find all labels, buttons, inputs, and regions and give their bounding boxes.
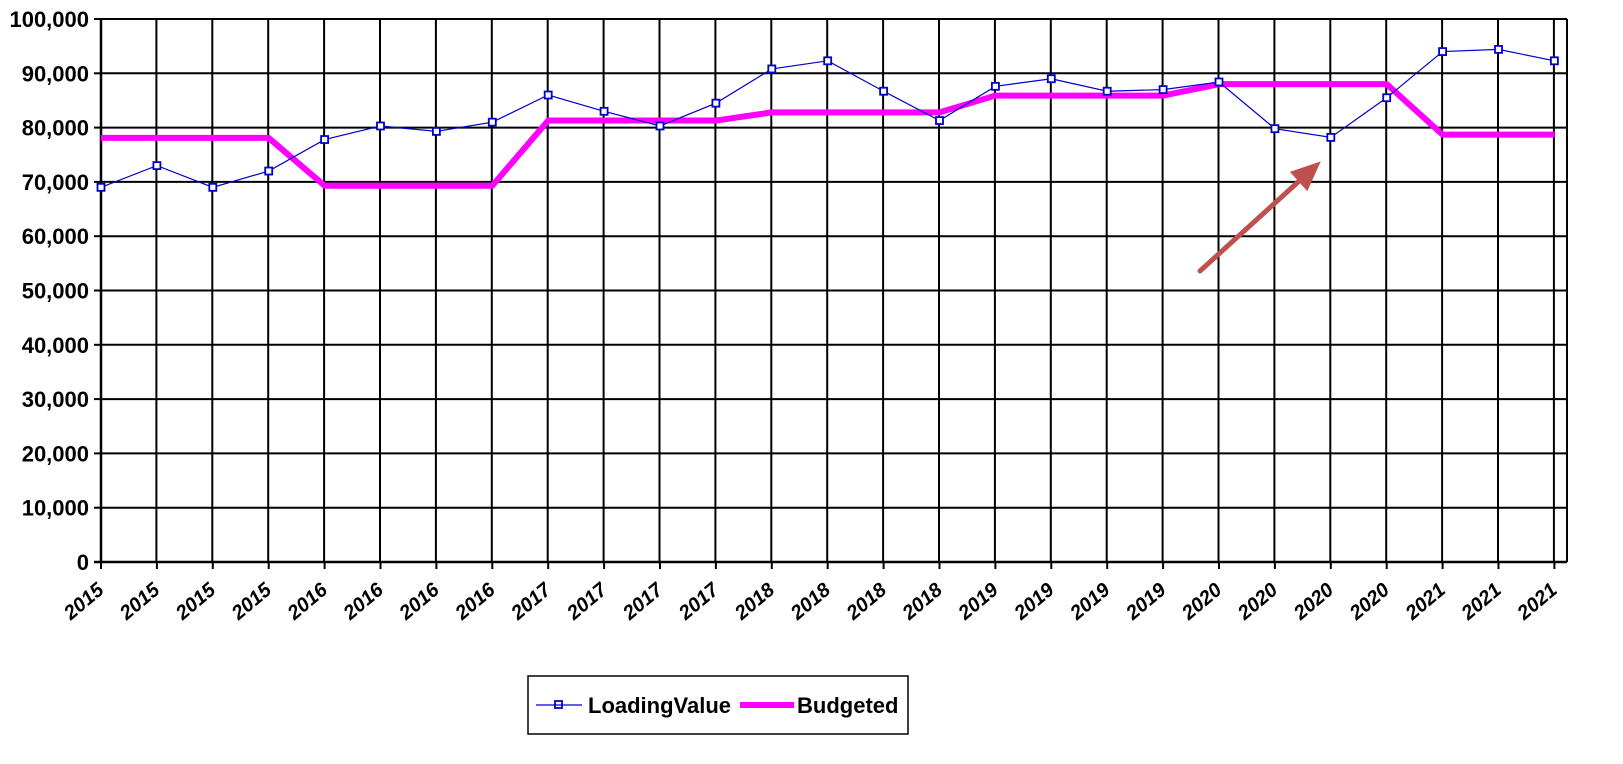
x-tick-label: 2016 xyxy=(339,578,389,625)
annotation-arrow-head xyxy=(1289,161,1321,192)
data-point-loadingvalue xyxy=(320,135,330,144)
data-point-loadingvalue xyxy=(655,121,665,131)
x-tick-label: 2021 xyxy=(1401,579,1450,625)
axes xyxy=(94,18,1567,569)
legend: LoadingValue Budgeted xyxy=(527,675,909,735)
data-point-loadingvalue xyxy=(1270,124,1280,134)
y-tick-label: 20,000 xyxy=(22,441,89,466)
data-point-loadingvalue xyxy=(823,56,833,66)
y-tick-label: 50,000 xyxy=(22,279,89,304)
x-tick-label: 2021 xyxy=(1457,579,1506,625)
x-tick-label: 2015 xyxy=(115,578,165,625)
y-tick-label: 30,000 xyxy=(22,387,89,412)
legend-box xyxy=(527,675,909,735)
x-tick-label: 2020 xyxy=(1289,579,1338,625)
x-tick-label: 2020 xyxy=(1345,579,1394,625)
data-point-loadingvalue xyxy=(96,182,106,192)
x-tick-label: 2019 xyxy=(1121,578,1171,625)
x-tick-label: 2019 xyxy=(954,578,1004,625)
data-point-loadingvalue xyxy=(1158,85,1168,94)
y-tick-label: 100,000 xyxy=(9,7,89,32)
annotation-arrow-shaft xyxy=(1197,179,1302,274)
y-axis-tick-labels: 0 10,000 20,000 30,000 40,000 50,000 60,000 70,… xyxy=(9,7,89,575)
data-point-loadingvalue xyxy=(935,116,944,125)
y-tick-label: 80,000 xyxy=(22,116,89,141)
data-point-loadingvalue xyxy=(711,98,721,108)
data-point-loadingvalue xyxy=(152,161,162,171)
data-point-loadingvalue xyxy=(879,86,888,96)
x-tick-label: 2020 xyxy=(1233,579,1282,625)
legend-loadingvalue-label: LoadingValue xyxy=(588,693,731,718)
x-tick-label: 2015 xyxy=(59,578,109,625)
x-tick-label: 2018 xyxy=(730,578,780,625)
data-point-loadingvalue xyxy=(1102,86,1112,96)
y-tick-label: 10,000 xyxy=(22,496,89,521)
x-tick-label: 2017 xyxy=(506,578,556,625)
x-tick-label: 2017 xyxy=(618,578,668,625)
x-tick-label: 2018 xyxy=(786,578,836,625)
y-tick-label: 70,000 xyxy=(22,170,89,195)
data-point-loadingvalue xyxy=(487,117,497,127)
series xyxy=(96,45,1559,192)
x-axis-tick-labels: 2015 2015 2015 2015 2016 2016 2016 2016 2017 2017… xyxy=(59,578,1561,625)
x-tick-label: 2019 xyxy=(1010,578,1060,625)
x-tick-label: 2015 xyxy=(227,578,277,625)
data-point-loadingvalue xyxy=(1438,47,1447,56)
y-tick-label: 0 xyxy=(77,550,89,575)
data-point-loadingvalue xyxy=(264,166,274,176)
y-tick-label: 60,000 xyxy=(22,224,89,249)
data-point-loadingvalue xyxy=(1494,45,1503,54)
data-point-loadingvalue xyxy=(991,81,1000,91)
data-point-loadingvalue xyxy=(376,121,385,131)
x-tick-label: 2018 xyxy=(842,578,892,625)
data-point-loadingvalue xyxy=(1326,132,1336,142)
data-point-loadingvalue xyxy=(1550,56,1559,66)
x-tick-label: 2020 xyxy=(1177,579,1226,625)
y-tick-label: 40,000 xyxy=(22,333,89,358)
y-tick-label: 90,000 xyxy=(22,61,89,86)
x-tick-label: 2017 xyxy=(562,578,612,625)
data-point-loadingvalue xyxy=(431,127,441,136)
x-tick-label: 2016 xyxy=(451,578,501,625)
data-point-loadingvalue xyxy=(543,90,553,100)
data-point-loadingvalue xyxy=(208,182,218,192)
grid xyxy=(101,18,1568,563)
data-point-loadingvalue xyxy=(767,64,777,74)
x-tick-label: 2017 xyxy=(674,578,724,625)
x-tick-label: 2021 xyxy=(1513,579,1562,625)
data-point-loadingvalue xyxy=(1046,74,1056,84)
x-tick-label: 2016 xyxy=(283,578,333,625)
data-point-loadingvalue xyxy=(1382,93,1392,103)
x-tick-label: 2019 xyxy=(1065,578,1115,625)
legend-loadingvalue-marker xyxy=(554,700,563,709)
annotations xyxy=(1197,161,1321,274)
series-line-budgeted xyxy=(101,81,1555,189)
x-tick-label: 2018 xyxy=(898,578,948,625)
legend-budgeted-label: Budgeted xyxy=(797,693,898,718)
x-tick-label: 2016 xyxy=(395,578,445,625)
x-tick-label: 2015 xyxy=(171,578,221,625)
data-point-loadingvalue xyxy=(1214,77,1224,87)
data-point-loadingvalue xyxy=(599,106,609,116)
